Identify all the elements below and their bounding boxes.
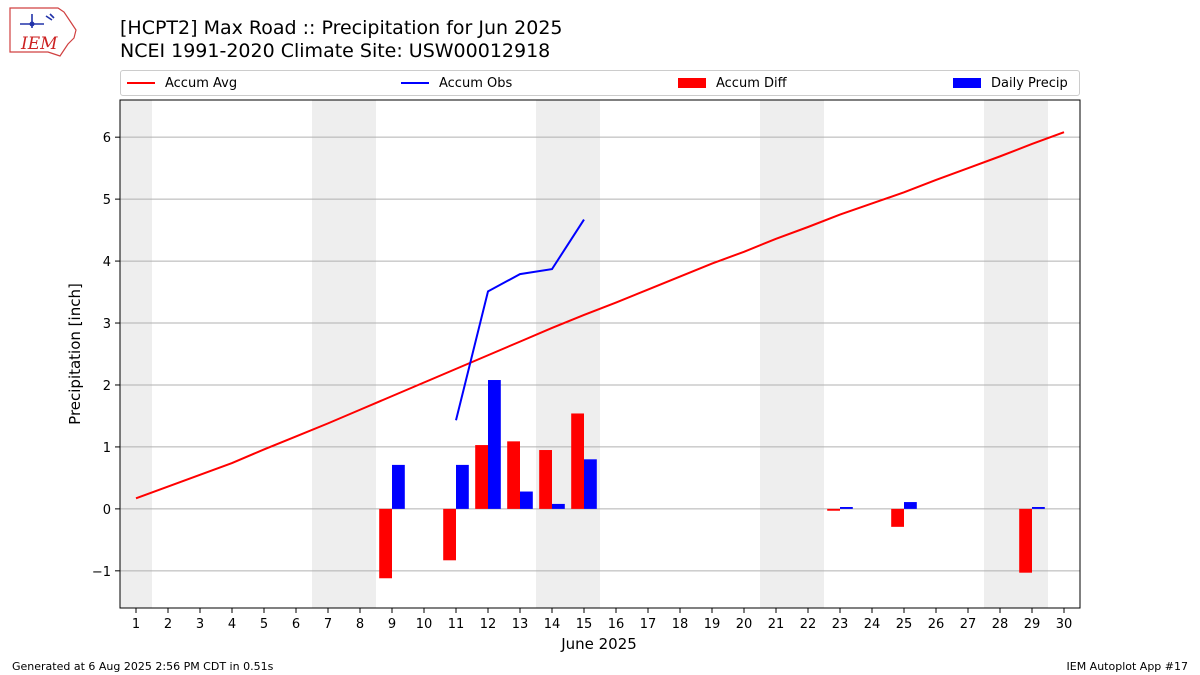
iowa-state-outline — [9, 7, 77, 57]
y-axis-label: Precipitation [inch] — [66, 283, 84, 425]
daily-precip-bar-day-25 — [904, 502, 917, 509]
accum-diff-bar-day-29 — [1019, 508, 1032, 573]
x-tick-label-14: 14 — [544, 617, 561, 632]
daily-precip-bar-day-11 — [456, 464, 469, 509]
legend-item-accum-diff: Accum Diff — [678, 71, 787, 95]
accum-diff-bar-day-25 — [891, 508, 904, 527]
legend-label-daily-precip: Daily Precip — [991, 75, 1068, 91]
iem-logo: IEM — [9, 7, 77, 57]
chart-title: [HCPT2] Max Road :: Precipitation for Ju… — [120, 17, 563, 39]
legend-label-accum-avg: Accum Avg — [165, 75, 238, 91]
x-tick-label-22: 22 — [800, 617, 817, 632]
x-tick-label-18: 18 — [672, 617, 689, 632]
weekend-shade-1 — [312, 100, 376, 608]
chart-legend: Accum Avg Accum Obs Accum Diff Daily Pre… — [120, 70, 1080, 96]
x-tick-label-26: 26 — [928, 617, 945, 632]
x-tick-label-7: 7 — [324, 617, 332, 632]
weekend-shade-3 — [760, 100, 824, 608]
legend-swatch-accum-diff — [678, 78, 706, 88]
x-tick-label-16: 16 — [608, 617, 625, 632]
logo-text: IEM — [20, 34, 58, 54]
x-tick-label-25: 25 — [896, 617, 913, 632]
daily-precip-bar-day-14 — [552, 503, 565, 509]
x-axis-label: June 2025 — [560, 635, 637, 653]
plot-border — [119, 99, 1081, 609]
daily-precip-bar-day-29 — [1032, 507, 1045, 509]
daily-precip-bars — [392, 380, 1045, 509]
x-tick-label-19: 19 — [704, 617, 721, 632]
legend-swatch-accum-avg — [127, 82, 155, 84]
x-tick-label-11: 11 — [448, 617, 465, 632]
x-tick-label-6: 6 — [292, 617, 300, 632]
accum-diff-bar-day-23 — [827, 508, 840, 511]
x-tick-label-27: 27 — [960, 617, 977, 632]
legend-swatch-accum-obs — [401, 82, 429, 84]
accum-diff-bar-day-13 — [507, 441, 520, 509]
weekend-shade-0 — [120, 100, 152, 608]
accum-diff-bar-day-14 — [539, 450, 552, 509]
accum-diff-bar-day-15 — [571, 413, 584, 509]
legend-item-accum-avg: Accum Avg — [127, 71, 237, 95]
daily-precip-bar-day-23 — [840, 507, 853, 509]
x-axis: 1 2 3 4 5 6 7 8 9 10 11 12 13 14 15 16 17 18 19 20 21 22 23 24 2… — [132, 608, 1072, 632]
legend-swatch-daily-precip — [953, 78, 981, 88]
x-tick-label-20: 20 — [736, 617, 753, 632]
chart-subtitle: NCEI 1991-2020 Climate Site: USW00012918 — [120, 40, 551, 62]
x-tick-label-12: 12 — [480, 617, 497, 632]
y-tick-label-3: 2 — [103, 379, 111, 394]
daily-precip-bar-day-12 — [488, 380, 501, 509]
y-tick-label-0: −1 — [92, 565, 111, 580]
x-tick-label-13: 13 — [512, 617, 529, 632]
y-tick-label-6: 5 — [103, 193, 111, 208]
legend-label-accum-diff: Accum Diff — [716, 75, 787, 91]
x-tick-label-23: 23 — [832, 617, 849, 632]
weekend-shade-2 — [536, 100, 600, 608]
x-tick-label-29: 29 — [1024, 617, 1041, 632]
x-tick-label-2: 2 — [164, 617, 172, 632]
daily-precip-bar-day-9 — [392, 464, 405, 509]
x-tick-label-5: 5 — [260, 617, 268, 632]
footer-app-text: IEM Autoplot App #17 — [1066, 660, 1189, 673]
x-tick-label-9: 9 — [388, 617, 396, 632]
footer-generated-text: Generated at 6 Aug 2025 2:56 PM CDT in 0… — [12, 660, 274, 673]
x-tick-label-28: 28 — [992, 617, 1009, 632]
gridlines — [120, 136, 1080, 572]
accum-obs-line — [455, 219, 585, 421]
y-tick-label-7: 6 — [103, 131, 111, 146]
x-tick-label-17: 17 — [640, 617, 657, 632]
legend-label-accum-obs: Accum Obs — [439, 75, 513, 91]
accum-diff-bar-day-9 — [379, 508, 392, 579]
weekend-shading — [120, 100, 1048, 608]
weekend-shade-4 — [984, 100, 1048, 608]
accum-diff-bar-day-12 — [475, 445, 488, 509]
daily-precip-bar-day-15 — [584, 459, 597, 509]
x-tick-label-10: 10 — [416, 617, 433, 632]
x-tick-label-21: 21 — [768, 617, 785, 632]
x-tick-label-24: 24 — [864, 617, 881, 632]
series-lines — [135, 131, 1065, 500]
x-tick-label-3: 3 — [196, 617, 204, 632]
x-tick-label-4: 4 — [228, 617, 236, 632]
x-tick-label-8: 8 — [356, 617, 364, 632]
x-tick-label-1: 1 — [132, 617, 140, 632]
y-tick-label-2: 1 — [103, 441, 111, 456]
y-tick-label-4: 3 — [103, 317, 111, 332]
daily-precip-bar-day-13 — [520, 491, 533, 509]
plot-frame — [119, 99, 1081, 609]
x-tick-label-15: 15 — [576, 617, 593, 632]
accum-diff-bar-day-11 — [443, 508, 456, 561]
legend-item-accum-obs: Accum Obs — [401, 71, 512, 95]
legend-item-daily-precip: Daily Precip — [953, 71, 1068, 95]
y-tick-label-1: 0 — [103, 503, 111, 518]
y-tick-label-5: 4 — [103, 255, 111, 270]
accum-diff-bars — [379, 413, 1032, 579]
x-tick-label-30: 30 — [1056, 617, 1073, 632]
accum-avg-line — [135, 131, 1065, 500]
y-axis: −1 0 1 2 3 4 5 6 — [92, 131, 120, 580]
